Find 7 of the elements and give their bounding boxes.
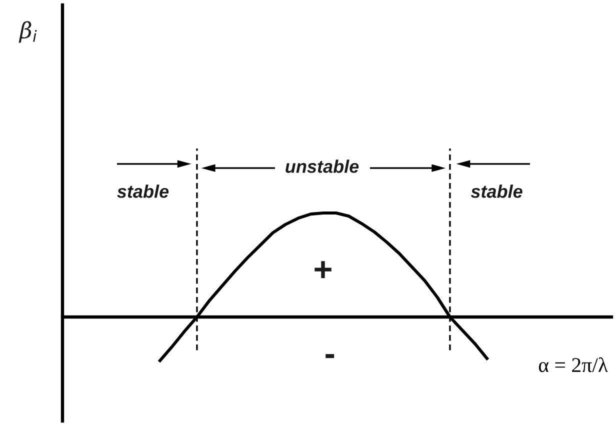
text: unstable <box>286 160 359 173</box>
text: β$_{i}$ <box>18 21 37 43</box>
text: stable <box>117 184 169 198</box>
x-axis-title: α = 2π/λ <box>538 357 608 372</box>
annotation: + <box>314 261 332 278</box>
text: stable <box>470 184 522 198</box>
annotation: - <box>326 354 334 358</box>
